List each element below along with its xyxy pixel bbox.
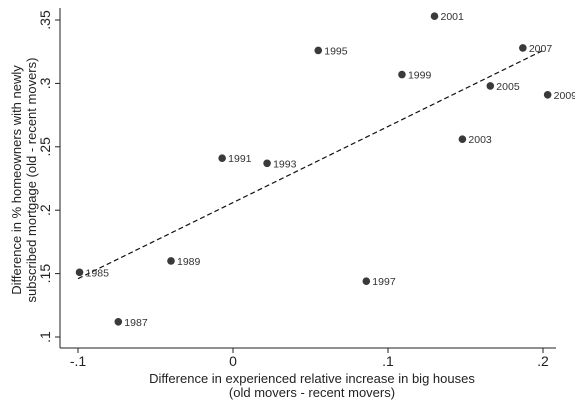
x-tick-label: -.1	[70, 353, 87, 369]
data-point-label: 1997	[372, 276, 396, 288]
fitted-line	[77, 49, 544, 280]
data-point-label: 1999	[408, 70, 432, 82]
data-point	[430, 12, 439, 20]
data-point-label: 1991	[228, 153, 252, 165]
data-point-label: 1985	[86, 267, 110, 279]
y-tick-label: .15	[37, 264, 53, 284]
data-point	[398, 70, 406, 79]
data-point	[218, 154, 226, 163]
y-tick-label: .35	[37, 10, 53, 30]
data-point	[486, 82, 495, 90]
x-tick-label: 0	[229, 353, 237, 369]
data-point-label: 2005	[496, 81, 520, 93]
y-tick-label: .25	[37, 137, 53, 157]
data-point-label: 2009	[554, 90, 575, 102]
data-point-label: 2001	[441, 11, 465, 23]
data-point-label: 1995	[324, 45, 348, 57]
y-tick-label: .2	[37, 204, 53, 216]
data-point	[263, 159, 271, 168]
data-point-label: 2003	[468, 134, 492, 146]
x-tick-label: .2	[537, 353, 549, 369]
data-point-label: 2007	[529, 43, 553, 55]
data-point	[314, 46, 323, 55]
plot-marks: 1985 1987 1989 1991 1993 1995 1997 1999 2001 2003…	[75, 11, 575, 329]
y-axis-label-line-1: Difference in % homeowners with newly	[9, 65, 24, 295]
data-point-label: 1989	[177, 256, 201, 268]
data-point	[458, 135, 467, 143]
x-axis-label-line-2: (old movers - recent movers)	[229, 385, 395, 400]
data-point-label: 1993	[273, 158, 297, 170]
data-point	[167, 257, 175, 265]
axes: -.1 0 .1 .2 .1 .15 .2 .25 .3 .35	[37, 8, 556, 369]
data-point	[75, 268, 84, 277]
x-axis-label-line-1: Difference in experienced relative incre…	[149, 371, 475, 386]
x-tick-label: .1	[382, 353, 394, 369]
y-axis-label-line-2: subscribed mortgage (old - recent movers…	[24, 58, 39, 303]
data-point	[114, 317, 123, 326]
data-point	[519, 44, 527, 52]
y-tick-label: .3	[37, 77, 53, 89]
data-point-label: 1987	[124, 317, 148, 329]
data-point	[362, 277, 371, 286]
data-point	[543, 91, 552, 99]
y-tick-label: .1	[37, 331, 53, 343]
